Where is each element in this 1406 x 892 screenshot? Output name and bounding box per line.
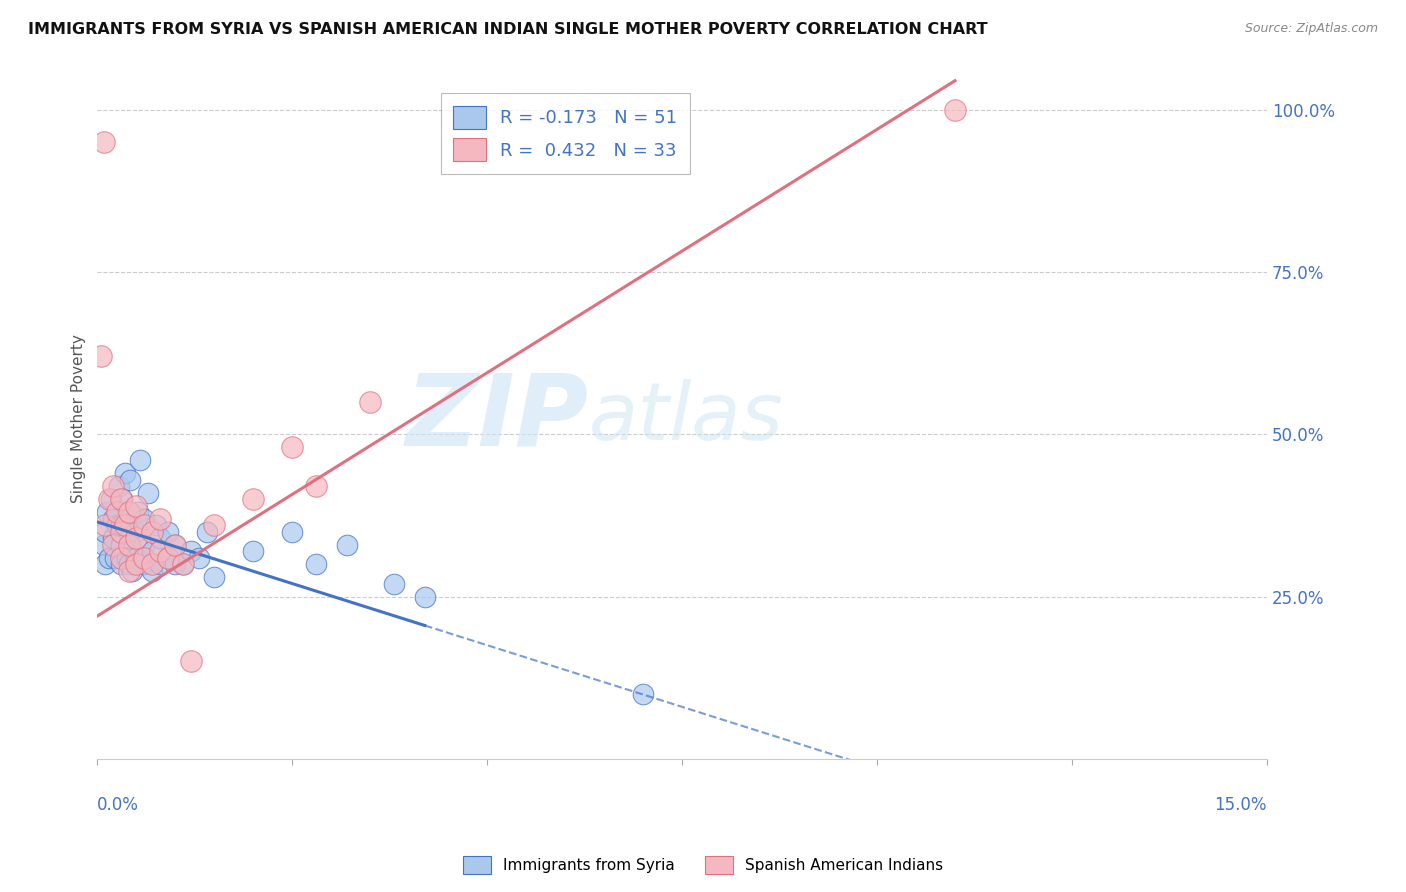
Point xyxy=(141,524,163,539)
Point xyxy=(96,505,118,519)
Point xyxy=(94,557,117,571)
Point xyxy=(110,557,132,571)
Point xyxy=(125,499,148,513)
Point xyxy=(101,531,124,545)
Point xyxy=(117,511,139,525)
Text: 0.0%: 0.0% xyxy=(97,797,139,814)
Point xyxy=(125,557,148,571)
Point xyxy=(305,557,328,571)
Point xyxy=(98,550,121,565)
Point xyxy=(129,453,152,467)
Point xyxy=(149,557,172,571)
Point xyxy=(101,511,124,525)
Point xyxy=(117,564,139,578)
Point xyxy=(110,518,132,533)
Point xyxy=(141,544,163,558)
Point xyxy=(336,538,359,552)
Point xyxy=(281,524,304,539)
Point xyxy=(134,550,156,565)
Point xyxy=(120,473,142,487)
Point xyxy=(187,550,209,565)
Point xyxy=(110,524,132,539)
Point xyxy=(114,467,136,481)
Point xyxy=(413,590,436,604)
Point xyxy=(110,492,132,507)
Point xyxy=(117,538,139,552)
Text: Source: ZipAtlas.com: Source: ZipAtlas.com xyxy=(1244,22,1378,36)
Point xyxy=(156,550,179,565)
Point xyxy=(141,564,163,578)
Point xyxy=(98,492,121,507)
Point xyxy=(149,544,172,558)
Point xyxy=(117,557,139,571)
Point xyxy=(101,479,124,493)
Point xyxy=(117,505,139,519)
Text: 15.0%: 15.0% xyxy=(1215,797,1267,814)
Point xyxy=(105,518,128,533)
Point xyxy=(94,518,117,533)
Point xyxy=(134,511,156,525)
Point xyxy=(115,550,138,565)
Point xyxy=(125,531,148,545)
Point xyxy=(101,538,124,552)
Point xyxy=(165,538,187,552)
Point xyxy=(108,479,131,493)
Point xyxy=(93,538,115,552)
Point xyxy=(305,479,328,493)
Point xyxy=(202,518,225,533)
Point xyxy=(180,544,202,558)
Point xyxy=(100,492,122,507)
Point xyxy=(165,557,187,571)
Point xyxy=(242,544,264,558)
Point xyxy=(110,538,132,552)
Point xyxy=(202,570,225,584)
Point xyxy=(93,136,115,150)
Point xyxy=(382,576,405,591)
Point xyxy=(359,395,381,409)
Point xyxy=(111,492,134,507)
Legend: R = -0.173   N = 51, R =  0.432   N = 33: R = -0.173 N = 51, R = 0.432 N = 33 xyxy=(440,94,690,174)
Point xyxy=(156,550,179,565)
Text: IMMIGRANTS FROM SYRIA VS SPANISH AMERICAN INDIAN SINGLE MOTHER POVERTY CORRELATI: IMMIGRANTS FROM SYRIA VS SPANISH AMERICA… xyxy=(28,22,988,37)
Point xyxy=(121,564,143,578)
Text: atlas: atlas xyxy=(589,379,783,457)
Point xyxy=(943,103,966,117)
Point xyxy=(141,557,163,571)
Point xyxy=(117,531,139,545)
Point xyxy=(281,440,304,454)
Point xyxy=(149,531,172,545)
Point xyxy=(165,538,187,552)
Point xyxy=(114,518,136,533)
Point xyxy=(180,655,202,669)
Point xyxy=(631,687,654,701)
Point xyxy=(134,538,156,552)
Point xyxy=(145,518,167,533)
Point xyxy=(134,557,156,571)
Point xyxy=(127,505,149,519)
Point xyxy=(149,511,172,525)
Point xyxy=(134,518,156,533)
Point xyxy=(110,550,132,565)
Text: ZIP: ZIP xyxy=(405,369,589,467)
Point xyxy=(105,505,128,519)
Point xyxy=(125,550,148,565)
Point xyxy=(242,492,264,507)
Point xyxy=(90,350,112,364)
Point xyxy=(125,524,148,539)
Point xyxy=(94,524,117,539)
Point xyxy=(156,524,179,539)
Point xyxy=(103,550,125,565)
Point xyxy=(172,557,194,571)
Legend: Immigrants from Syria, Spanish American Indians: Immigrants from Syria, Spanish American … xyxy=(457,850,949,880)
Point xyxy=(195,524,218,539)
Point xyxy=(136,485,159,500)
Point xyxy=(172,557,194,571)
Y-axis label: Single Mother Poverty: Single Mother Poverty xyxy=(72,334,86,502)
